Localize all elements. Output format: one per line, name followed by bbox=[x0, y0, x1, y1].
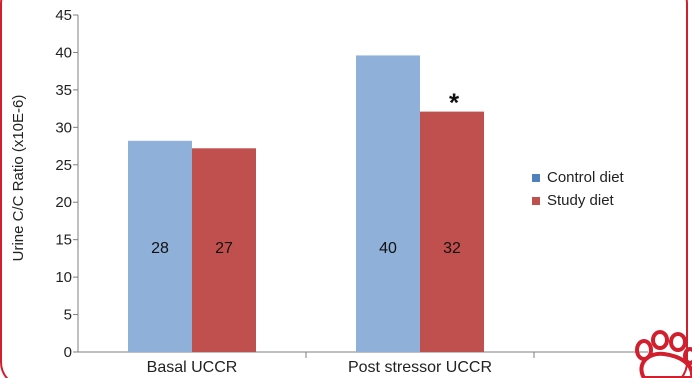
paw-print-logo bbox=[635, 330, 692, 378]
data-label: 32 bbox=[443, 240, 461, 257]
bar-study-1 bbox=[420, 111, 484, 353]
data-labels: 28 27 40 32 bbox=[151, 240, 461, 257]
data-label: 27 bbox=[215, 240, 233, 257]
y-tick-label: 5 bbox=[64, 307, 72, 324]
legend-swatch bbox=[532, 197, 540, 205]
legend-label: Control diet bbox=[547, 169, 625, 186]
bar-control-1 bbox=[356, 55, 420, 352]
y-tick-label: 10 bbox=[55, 269, 72, 286]
annotations: * bbox=[449, 88, 460, 118]
x-category-label: Post stressor UCCR bbox=[348, 359, 492, 376]
bar-study-0 bbox=[192, 148, 256, 352]
y-tick-label: 25 bbox=[55, 157, 72, 174]
y-tick-label: 35 bbox=[55, 82, 72, 99]
y-tick-label: 40 bbox=[55, 44, 72, 61]
legend-swatch bbox=[532, 174, 540, 182]
y-tick-label: 15 bbox=[55, 232, 72, 249]
data-label: 28 bbox=[151, 240, 169, 257]
y-tick-label: 30 bbox=[55, 119, 72, 136]
bars bbox=[128, 55, 484, 353]
bar-control-0 bbox=[128, 140, 192, 352]
x-category-label: Basal UCCR bbox=[147, 359, 238, 376]
y-tick-label: 0 bbox=[64, 344, 72, 361]
y-axis-title: Urine C/C Ratio (x10E-6) bbox=[10, 95, 27, 262]
y-tick-label: 20 bbox=[55, 194, 72, 211]
y-tick-label: 45 bbox=[55, 7, 72, 24]
data-label: 40 bbox=[379, 240, 397, 257]
significance-asterisk: * bbox=[449, 88, 460, 118]
legend-label: Study diet bbox=[547, 192, 615, 209]
legend: Control diet Study diet bbox=[532, 169, 625, 209]
category-labels: Basal UCCR Post stressor UCCR bbox=[147, 359, 492, 376]
